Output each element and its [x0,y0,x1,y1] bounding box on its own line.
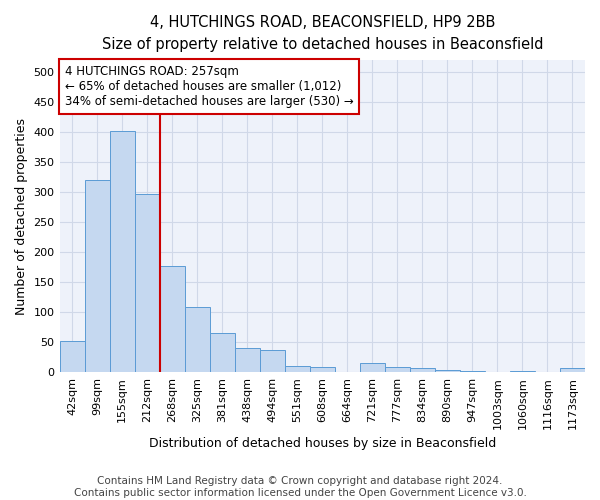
Bar [209,333,235,372]
Bar [85,180,110,372]
Bar [260,350,285,372]
Title: 4, HUTCHINGS ROAD, BEACONSFIELD, HP9 2BB
Size of property relative to detached h: 4, HUTCHINGS ROAD, BEACONSFIELD, HP9 2BB… [101,15,543,52]
Text: Contains HM Land Registry data © Crown copyright and database right 2024.
Contai: Contains HM Land Registry data © Crown c… [74,476,526,498]
Text: 4 HUTCHINGS ROAD: 257sqm
← 65% of detached houses are smaller (1,012)
34% of sem: 4 HUTCHINGS ROAD: 257sqm ← 65% of detach… [65,65,353,108]
Bar [360,363,385,372]
Y-axis label: Number of detached properties: Number of detached properties [15,118,28,314]
Bar [110,131,134,372]
Bar [160,266,185,372]
Bar [310,366,335,372]
Bar [560,368,585,372]
X-axis label: Distribution of detached houses by size in Beaconsfield: Distribution of detached houses by size … [149,437,496,450]
Bar [235,348,260,372]
Bar [385,366,410,372]
Bar [59,341,85,372]
Bar [185,307,209,372]
Bar [435,370,460,372]
Bar [285,366,310,372]
Bar [134,194,160,372]
Bar [410,368,435,372]
